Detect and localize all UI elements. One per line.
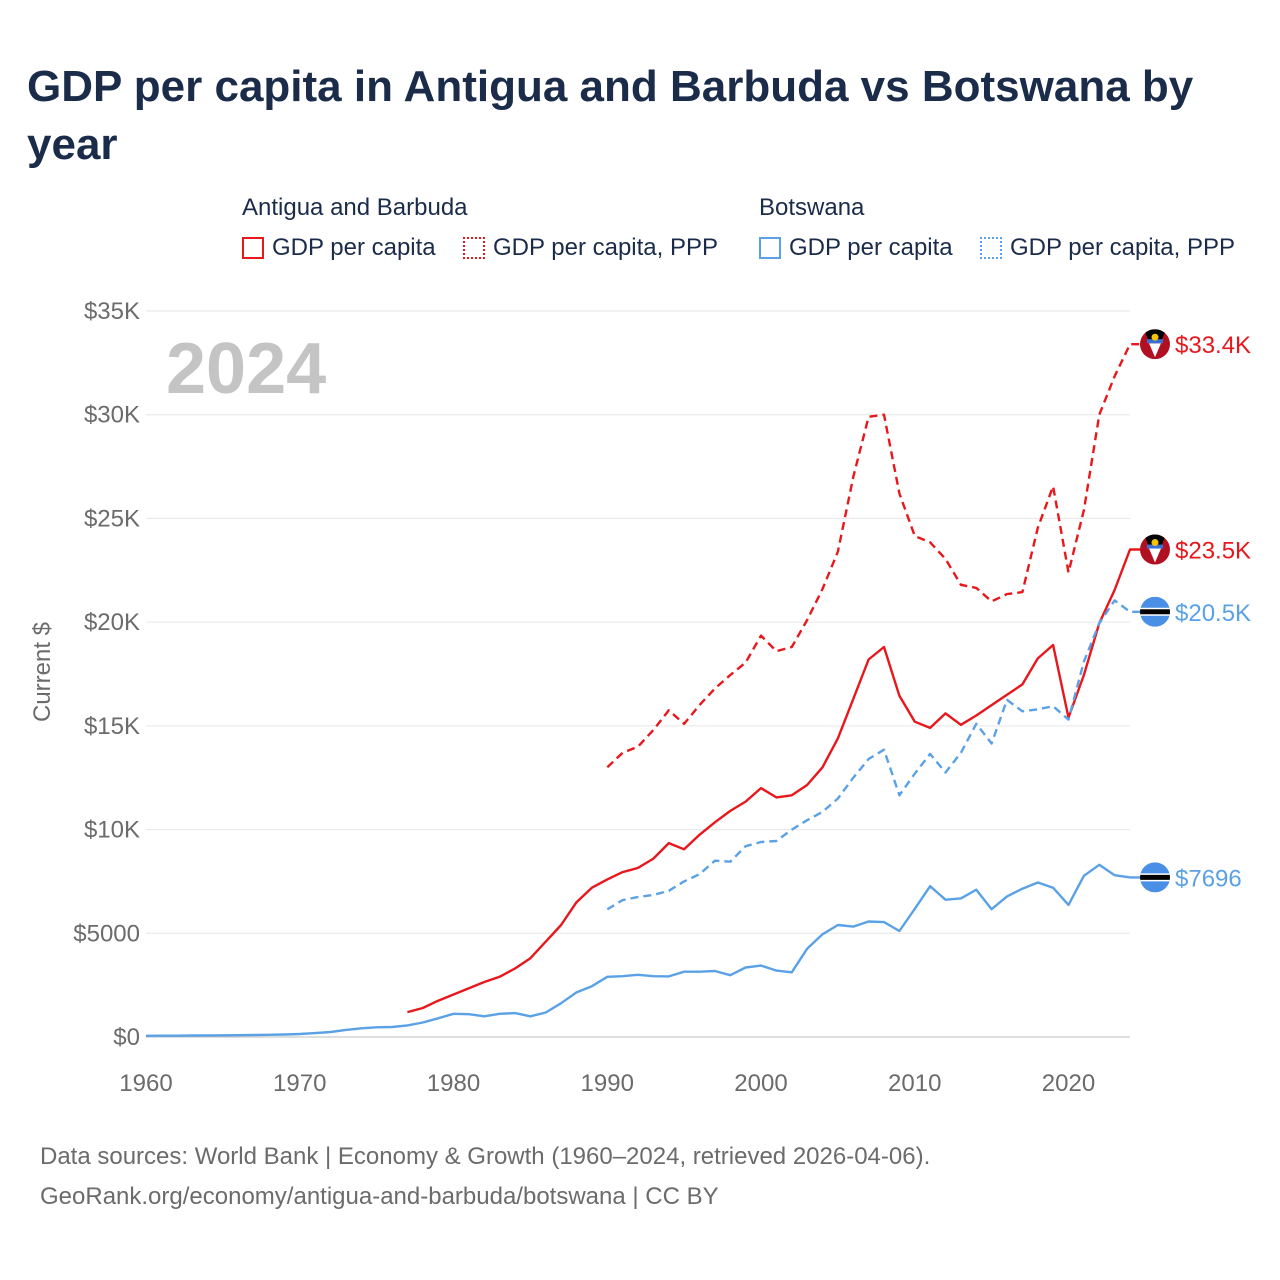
x-tick-label: 1980 [427, 1070, 480, 1097]
source-line-1: Data sources: World Bank | Economy & Gro… [40, 1143, 931, 1170]
legend-item-label: GDP per capita [789, 234, 953, 261]
x-axis-ticks: 1960 1970 1980 1990 2000 2010 2020 [119, 1070, 1095, 1097]
end-markers: $23.5K $33.4K $7696 $20.5K [1140, 329, 1251, 893]
flag-antigua-icon [1140, 534, 1170, 565]
line-chart: $0 $5000 $10K $15K $20K $25K $30K $35K 1960 1970… [29, 298, 1251, 1097]
x-tick-label: 2000 [734, 1070, 787, 1097]
series-lines [145, 343, 1141, 1037]
series-end-label: $33.4K [1175, 332, 1251, 359]
legend-group-botswana: Botswana [759, 194, 865, 221]
y-axis-ticks: $0 $5000 $10K $15K $20K $25K $30K $35K [73, 298, 140, 1051]
grid-lines [146, 310, 1130, 1038]
series-line-3[interactable] [606, 599, 1141, 911]
legend-item-botswana-ppp[interactable]: GDP per capita, PPP [980, 234, 1235, 262]
series-line-2[interactable] [145, 863, 1141, 1037]
flag-botswana-icon [1140, 596, 1170, 627]
flag-antigua-icon [1140, 329, 1170, 360]
y-tick-label: $20K [84, 609, 140, 636]
legend-swatch-dotted [980, 237, 1002, 259]
y-tick-label: $10K [84, 817, 140, 844]
x-tick-label: 1960 [119, 1070, 172, 1097]
y-tick-label: $35K [84, 298, 140, 325]
legend-item-label: GDP per capita, PPP [1010, 234, 1235, 261]
y-tick-label: $30K [84, 402, 140, 429]
y-tick-label: $0 [113, 1024, 140, 1051]
legend-swatch-solid [759, 237, 781, 259]
series-end-label: $20.5K [1175, 600, 1251, 627]
chart-title: GDP per capita in Antigua and Barbuda vs… [27, 62, 1194, 169]
x-tick-label: 1990 [581, 1070, 634, 1097]
legend-item-label: GDP per capita, PPP [493, 234, 718, 261]
y-axis-label: Current $ [29, 622, 56, 722]
legend-swatch-solid [242, 237, 264, 259]
y-tick-label: $25K [84, 505, 140, 532]
x-tick-label: 2010 [888, 1070, 941, 1097]
legend-swatch-dotted [463, 237, 485, 259]
x-tick-label: 1970 [273, 1070, 326, 1097]
y-tick-label: $15K [84, 713, 140, 740]
flag-botswana-icon [1140, 862, 1170, 893]
source-note: Data sources: World Bank | Economy & Gro… [40, 1137, 930, 1217]
legend-item-antigua-gdp[interactable]: GDP per capita [242, 234, 436, 262]
legend-item-label: GDP per capita [272, 234, 436, 261]
series-end-label: $7696 [1175, 865, 1242, 892]
series-line-1[interactable] [606, 343, 1141, 769]
series-end-label: $23.5K [1175, 538, 1251, 565]
year-watermark: 2024 [166, 329, 326, 409]
y-tick-label: $5000 [73, 920, 140, 947]
x-tick-label: 2020 [1042, 1070, 1095, 1097]
legend-item-botswana-gdp[interactable]: GDP per capita [759, 234, 953, 262]
series-line-0[interactable] [407, 548, 1141, 1014]
source-line-2[interactable]: GeoRank.org/economy/antigua-and-barbuda/… [40, 1183, 719, 1210]
legend-item-antigua-ppp[interactable]: GDP per capita, PPP [463, 234, 718, 262]
legend-group-antigua: Antigua and Barbuda [242, 194, 468, 221]
